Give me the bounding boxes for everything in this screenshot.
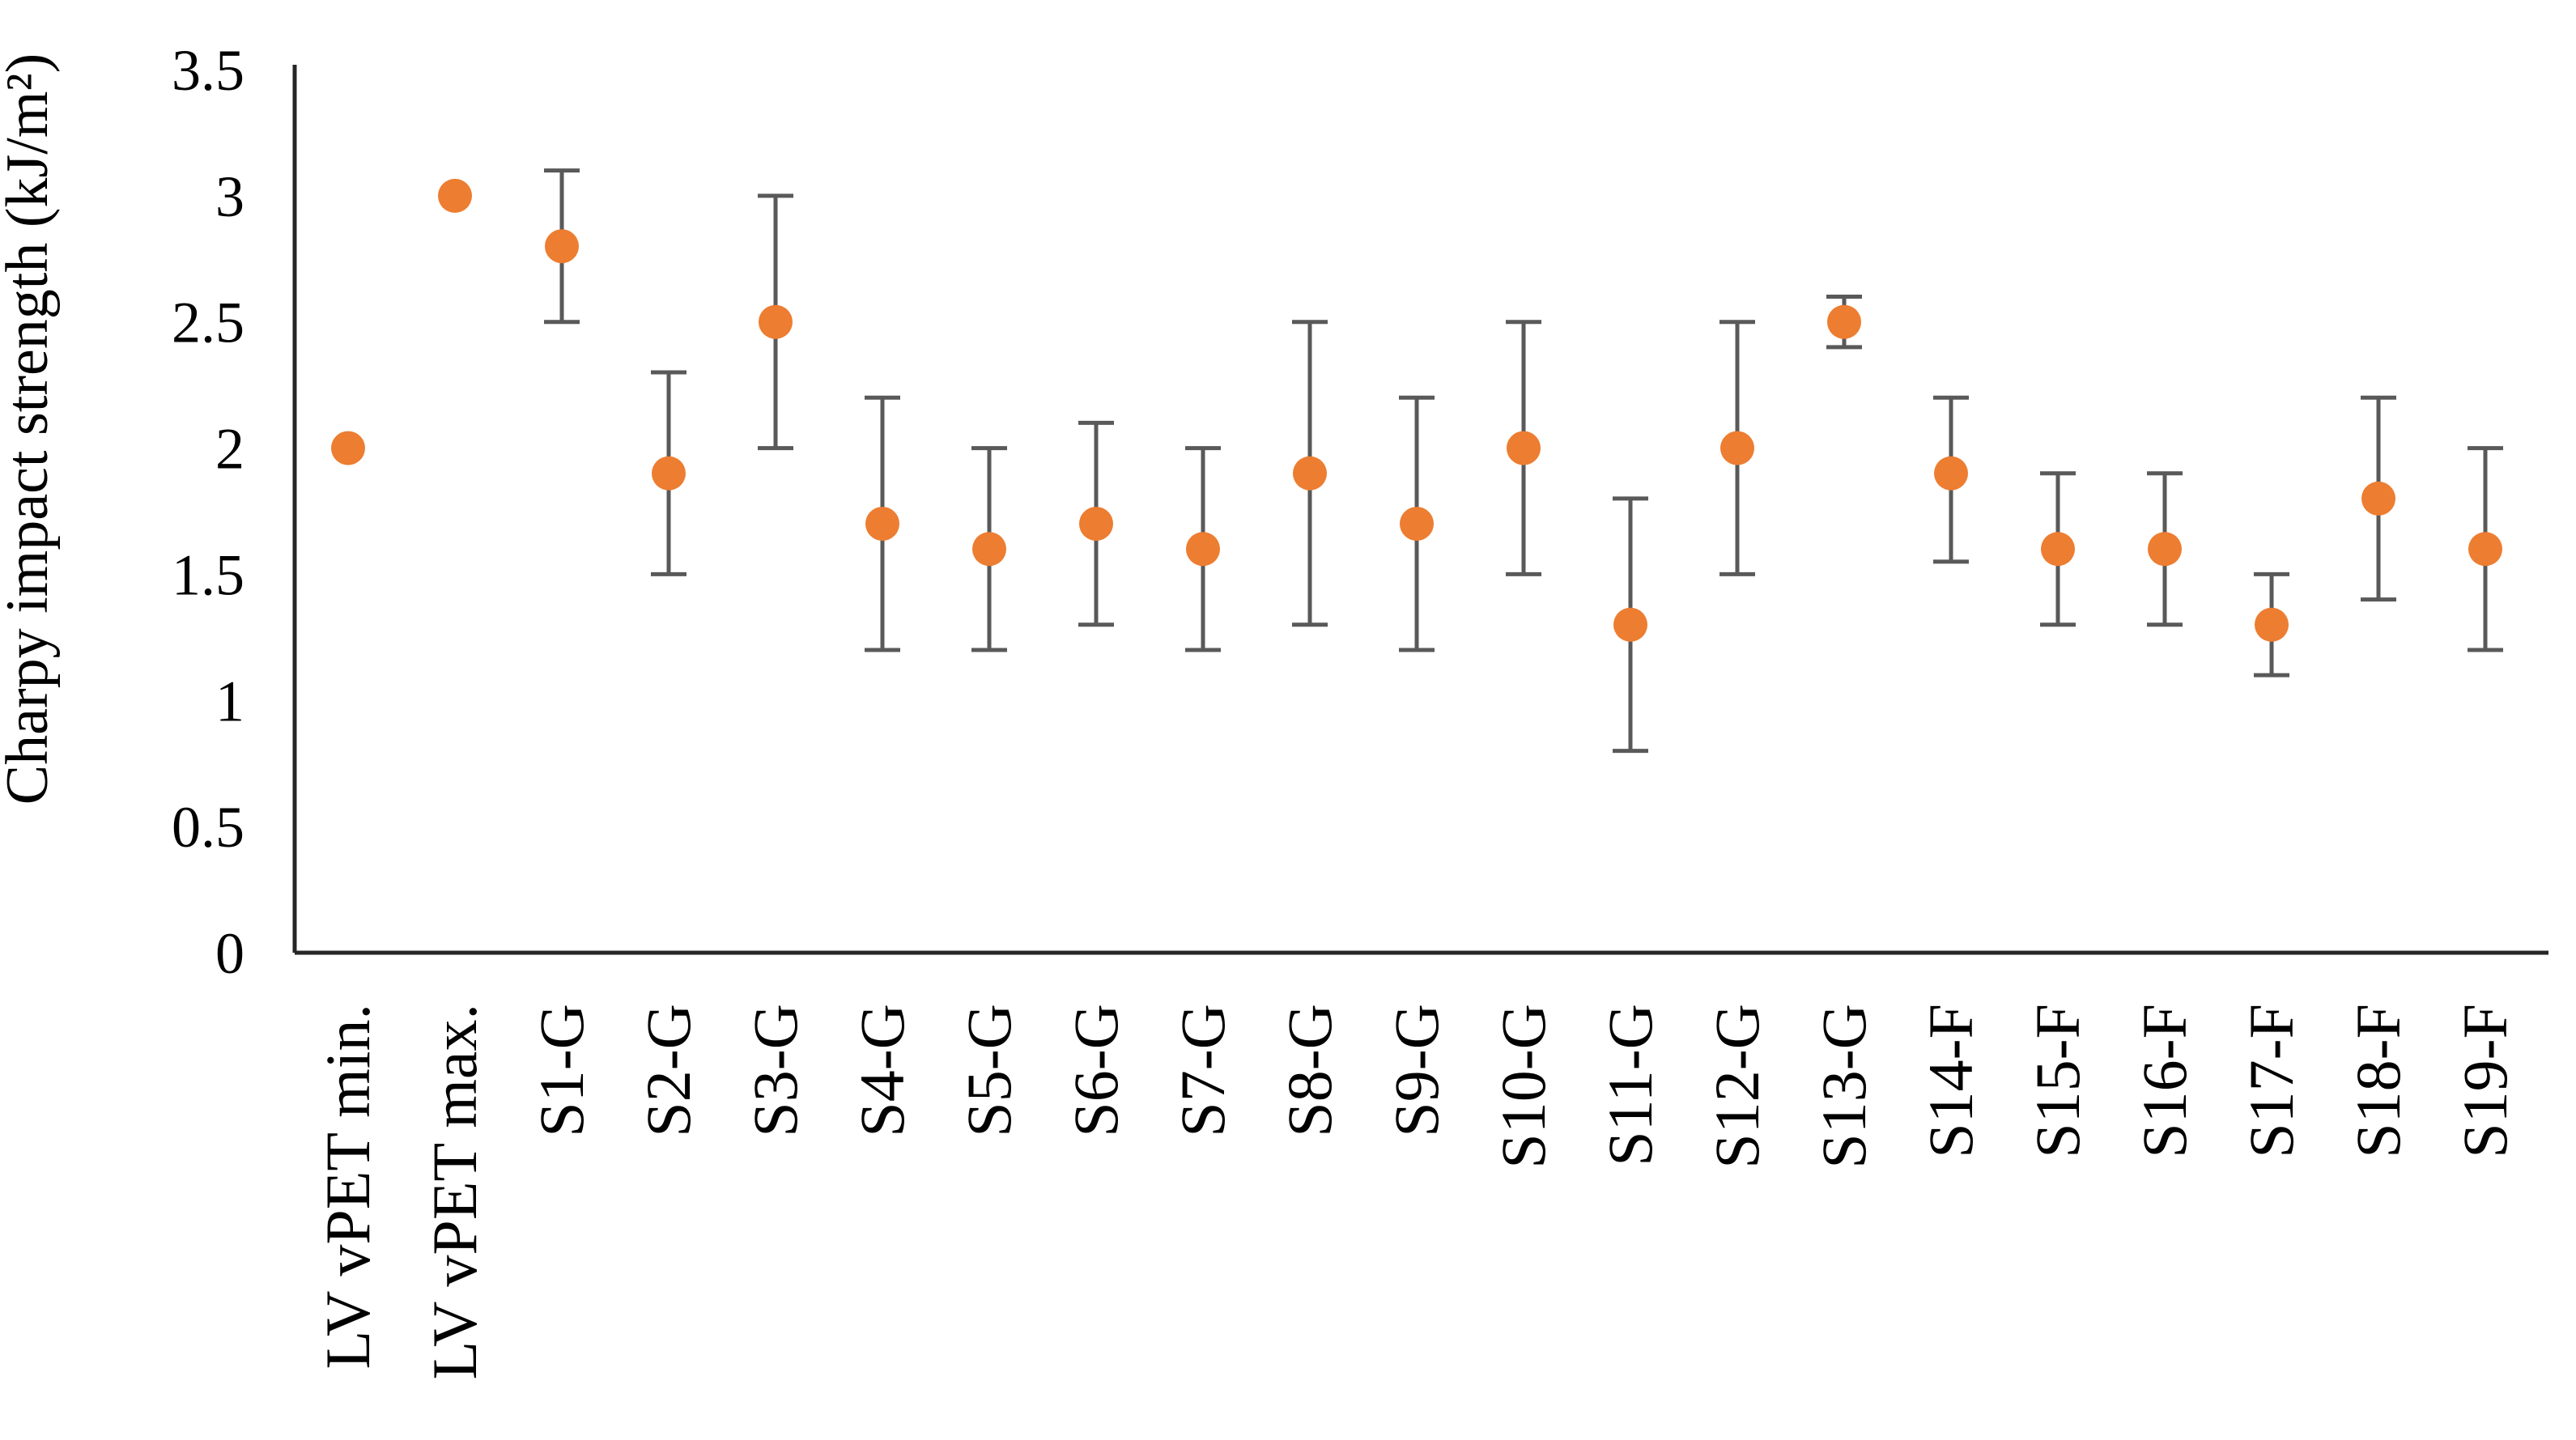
x-label-s2-g: S2-G (633, 1004, 704, 1137)
x-label-s19-f: S19-F (2450, 1004, 2520, 1158)
point-s12-g (1720, 431, 1754, 465)
x-label-s13-g: S13-G (1809, 1004, 1879, 1169)
point-s2-g (652, 456, 686, 491)
x-label-s17-f: S17-F (2236, 1004, 2306, 1158)
point-lv-vpet-max (438, 178, 472, 213)
y-tick-label-3-5: 3.5 (172, 38, 244, 103)
point-s3-g (759, 304, 793, 339)
point-s13-g (1827, 304, 1861, 339)
point-s1-g (545, 229, 579, 264)
point-s17-f (2255, 607, 2289, 642)
x-label-lv-vpet-max: LV vPET max. (419, 1004, 490, 1379)
x-label-s16-f: S16-F (2129, 1004, 2200, 1158)
y-tick-label-2: 2 (215, 417, 244, 482)
point-lv-vpet-min (331, 431, 365, 465)
point-s5-g (972, 532, 1006, 567)
x-label-s15-f: S15-F (2022, 1004, 2093, 1158)
point-s7-g (1186, 532, 1220, 567)
x-label-lv-vpet-min: LV vPET min. (312, 1004, 383, 1370)
point-s11-g (1613, 607, 1647, 642)
x-label-s4-g: S4-G (847, 1004, 917, 1137)
y-tick-label-0-5: 0.5 (172, 795, 244, 860)
x-label-s18-f: S18-F (2343, 1004, 2413, 1158)
y-tick-label-1-5: 1.5 (172, 542, 244, 607)
y-tick-label-0: 0 (215, 921, 244, 986)
y-tick-label-2-5: 2.5 (172, 291, 244, 355)
x-label-s14-f: S14-F (1915, 1004, 1986, 1158)
axes (292, 65, 2548, 955)
x-label-s7-g: S7-G (1167, 1004, 1238, 1137)
x-label-s10-g: S10-G (1488, 1004, 1558, 1169)
point-s19-f (2468, 532, 2502, 567)
point-s6-g (1079, 507, 1113, 542)
point-s16-f (2148, 532, 2182, 567)
x-label-s1-g: S1-G (526, 1004, 597, 1137)
x-label-s9-g: S9-G (1381, 1004, 1452, 1137)
x-label-s12-g: S12-G (1702, 1004, 1772, 1169)
point-s15-f (2041, 532, 2075, 567)
point-s9-g (1400, 507, 1434, 542)
point-s4-g (865, 507, 899, 542)
x-label-s8-g: S8-G (1274, 1004, 1345, 1137)
x-category-labels: LV vPET min. LV vPET max. S1-G S2-G S3-G S4-G… (312, 1004, 2520, 1379)
point-s14-f (1934, 456, 1968, 491)
point-s10-g (1507, 431, 1541, 465)
y-tick-label-1: 1 (215, 669, 244, 733)
x-label-s5-g: S5-G (954, 1004, 1024, 1137)
x-label-s3-g: S3-G (740, 1004, 810, 1137)
x-label-s11-g: S11-G (1595, 1004, 1665, 1166)
point-s18-f (2361, 481, 2395, 516)
point-s8-g (1293, 456, 1327, 491)
y-axis-title: Charpy impact strength (kJ/m²) (0, 53, 61, 805)
y-tick-labels: 3.5 3 2.5 2 1.5 1 0.5 0 (172, 38, 244, 986)
x-label-s6-g: S6-G (1061, 1004, 1131, 1137)
data-points (331, 178, 2502, 642)
y-tick-label-3: 3 (215, 164, 244, 229)
